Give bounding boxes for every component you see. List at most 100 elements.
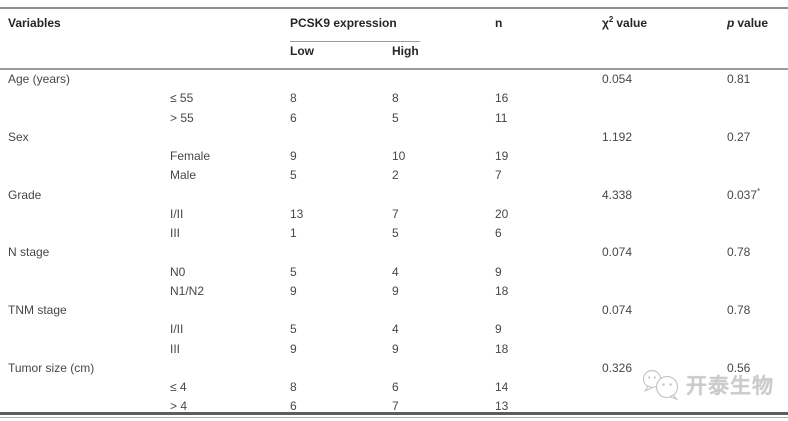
chi-square-cell	[602, 109, 727, 128]
n-cell	[495, 186, 602, 205]
high-cell: 5	[392, 226, 399, 241]
subcategory-cell: Female	[170, 149, 211, 164]
n-cell	[495, 67, 602, 90]
high-cell: 7	[392, 206, 399, 221]
p-value-cell	[727, 109, 788, 128]
watermark-text: 开泰生物	[686, 375, 774, 398]
variable-cell	[0, 320, 170, 339]
high-cell	[392, 186, 495, 205]
p-value-cell	[727, 147, 788, 166]
significance-asterisk: *	[757, 186, 761, 196]
table-row-sub: > 4 6 7 13	[0, 397, 788, 417]
chi-square-cell	[602, 224, 727, 243]
low-cell: 13	[290, 206, 304, 221]
figure-bottom-divider	[0, 412, 788, 415]
high-cell: 4	[392, 264, 399, 279]
low-cell: 9	[290, 341, 297, 356]
variable-cell: Grade	[8, 187, 42, 202]
n-cell: 14	[495, 380, 509, 395]
high-cell: 6	[392, 380, 399, 395]
low-cell: 5	[290, 322, 297, 337]
table-row-sub: I/II 13 7 20	[0, 205, 788, 224]
subcategory-cell: N1/N2	[170, 283, 205, 298]
low-cell: 6	[290, 110, 297, 125]
low-cell: 5	[290, 264, 297, 279]
p-value-cell	[727, 282, 788, 301]
low-cell: 8	[290, 91, 297, 106]
table-row-group: Sex 1.192 0.27	[0, 128, 788, 147]
subcategory-cell: > 55	[170, 110, 194, 125]
subcategory-cell: ≤ 4	[170, 380, 187, 395]
p-value-cell: 0.78	[727, 303, 751, 318]
n-cell: 7	[495, 168, 502, 183]
subcategory-cell: Male	[170, 168, 197, 183]
table-row-group: Grade 4.338 0.037*	[0, 186, 788, 205]
n-cell: 18	[495, 283, 509, 298]
variable-cell	[0, 205, 170, 224]
p-value-cell	[727, 340, 788, 359]
chi-superscript: 2	[608, 15, 614, 24]
high-cell: 9	[392, 283, 399, 298]
n-cell: 11	[495, 110, 508, 125]
table-row-sub: Female 9 10 19	[0, 147, 788, 166]
col-header-pcsk9-expression: PCSK9 expression	[290, 8, 495, 42]
p-value-cell	[727, 320, 788, 339]
chi-square-cell: 0.074	[602, 303, 633, 318]
chi-square-cell: 0.074	[602, 245, 633, 260]
high-cell: 9	[392, 341, 399, 356]
n-cell	[495, 359, 602, 378]
table-row-group: Age (years) 0.054 0.81	[0, 67, 788, 90]
variable-cell	[0, 340, 170, 359]
table-row-group: Tumor size (cm) 0.326 0.56	[0, 359, 788, 378]
subcategory-cell	[170, 243, 290, 262]
subcategory-cell: I/II	[170, 322, 184, 337]
subcategory-cell	[170, 186, 290, 205]
table-body: Age (years) 0.054 0.81 ≤ 55 8 8 16 > 55 6 5 11 Sex 1…	[0, 67, 788, 417]
table-header: Variables PCSK9 expression n χ2 value p va…	[0, 8, 788, 69]
n-cell: 13	[495, 399, 509, 414]
p-value-word: value	[737, 16, 769, 30]
table-row-sub: I/II 5 4 9	[0, 320, 788, 339]
table-row-sub: III 1 5 6	[0, 224, 788, 243]
table-row-sub: N0 5 4 9	[0, 263, 788, 282]
low-cell: 5	[290, 168, 297, 183]
n-cell	[495, 128, 602, 147]
p-value-cell	[727, 166, 788, 185]
p-symbol: p	[727, 16, 735, 30]
n-cell: 6	[495, 226, 502, 241]
table-row-sub: N1/N2 9 9 18	[0, 282, 788, 301]
n-cell: 9	[495, 322, 502, 337]
high-cell	[392, 243, 495, 262]
variable-cell: N stage	[8, 245, 50, 260]
n-cell	[495, 301, 602, 320]
n-cell: 20	[495, 206, 509, 221]
subcategory-cell: N0	[170, 264, 186, 279]
chi-square-cell: 0.326	[602, 360, 633, 375]
table-row-group: TNM stage 0.074 0.78	[0, 301, 788, 320]
low-cell	[290, 128, 392, 147]
low-cell	[290, 301, 392, 320]
header-row-1: Variables PCSK9 expression n χ2 value p va…	[0, 8, 788, 42]
high-cell: 4	[392, 322, 399, 337]
chi-square-cell	[602, 205, 727, 224]
variable-cell	[0, 109, 170, 128]
high-cell: 10	[392, 149, 406, 164]
p-value-cell	[727, 263, 788, 282]
chi-square-cell	[602, 340, 727, 359]
chi-square-cell	[602, 166, 727, 185]
col-header-low: Low	[290, 44, 314, 58]
n-cell: 18	[495, 341, 509, 356]
col-header-subcategory-empty	[170, 8, 290, 69]
chi-square-cell: 1.192	[602, 129, 633, 144]
low-cell	[290, 186, 392, 205]
chi-square-cell	[602, 320, 727, 339]
low-cell	[290, 67, 392, 90]
n-cell: 9	[495, 264, 502, 279]
subcategory-cell: III	[170, 226, 181, 241]
col-header-variables: Variables	[8, 16, 61, 30]
high-cell: 5	[392, 110, 399, 125]
variable-cell: Tumor size (cm)	[8, 360, 95, 375]
variable-cell	[0, 263, 170, 282]
low-cell	[290, 359, 392, 378]
